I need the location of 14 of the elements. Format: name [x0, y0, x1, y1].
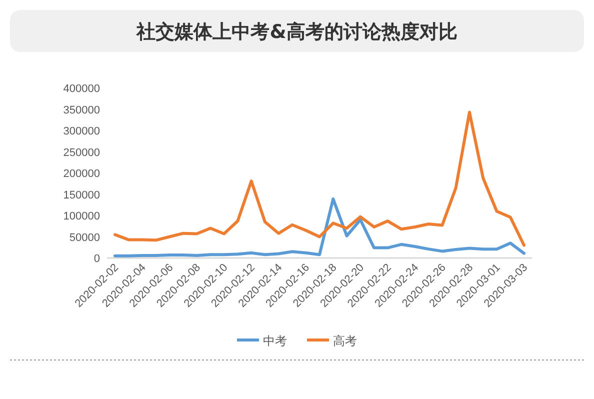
y-tick-label: 300000 — [63, 126, 100, 138]
y-tick-label: 200000 — [63, 168, 100, 180]
legend-label: 高考 — [333, 334, 357, 348]
line-series — [114, 110, 526, 247]
y-tick-label: 50000 — [69, 232, 100, 244]
y-tick-label: 150000 — [63, 189, 100, 202]
legend-label: 中考 — [263, 334, 287, 348]
line-series — [114, 197, 526, 258]
y-tick-label: 100000 — [63, 210, 100, 222]
y-tick-label: 250000 — [63, 146, 100, 159]
y-tick-label: 0 — [94, 253, 100, 265]
y-tick-label: 400000 — [63, 83, 100, 95]
chart-title: 社交媒体上中考&高考的讨论热度对比 — [136, 21, 458, 43]
y-tick-label: 350000 — [63, 104, 100, 116]
